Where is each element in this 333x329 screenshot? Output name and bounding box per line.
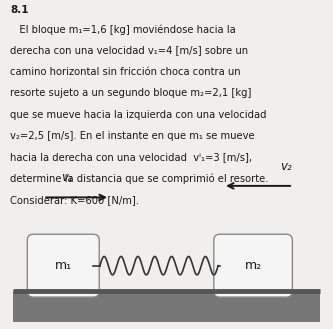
FancyBboxPatch shape [27,234,99,297]
Text: camino horizontal sin fricción choca contra un: camino horizontal sin fricción choca con… [10,67,241,77]
Text: v₁: v₁ [61,171,73,184]
Text: resorte sujeto a un segundo bloque m₂=2,1 [kg]: resorte sujeto a un segundo bloque m₂=2,… [10,88,251,98]
Text: determine la distancia que se comprimió el resorte.: determine la distancia que se comprimió … [10,174,268,184]
Text: v₂=2,5 [m/s]. En el instante en que m₁ se mueve: v₂=2,5 [m/s]. En el instante en que m₁ s… [10,131,255,141]
Text: m₁: m₁ [55,259,72,272]
Bar [13,291,320,322]
FancyBboxPatch shape [214,234,292,297]
Text: 8.1: 8.1 [10,5,29,15]
Text: hacia la derecha con una velocidad  vⁱ₁=3 [m/s],: hacia la derecha con una velocidad vⁱ₁=3… [10,153,252,163]
Text: v₂: v₂ [280,160,292,173]
Text: derecha con una velocidad v₁=4 [m/s] sobre un: derecha con una velocidad v₁=4 [m/s] sob… [10,46,248,56]
Text: que se mueve hacia la izquierda con una velocidad: que se mueve hacia la izquierda con una … [10,110,266,120]
Text: Considerar: K=600 [N/m].: Considerar: K=600 [N/m]. [10,195,139,205]
Text: El bloque m₁=1,6 [kg] moviéndose hacia la: El bloque m₁=1,6 [kg] moviéndose hacia l… [10,24,236,35]
Text: m₂: m₂ [244,259,262,272]
